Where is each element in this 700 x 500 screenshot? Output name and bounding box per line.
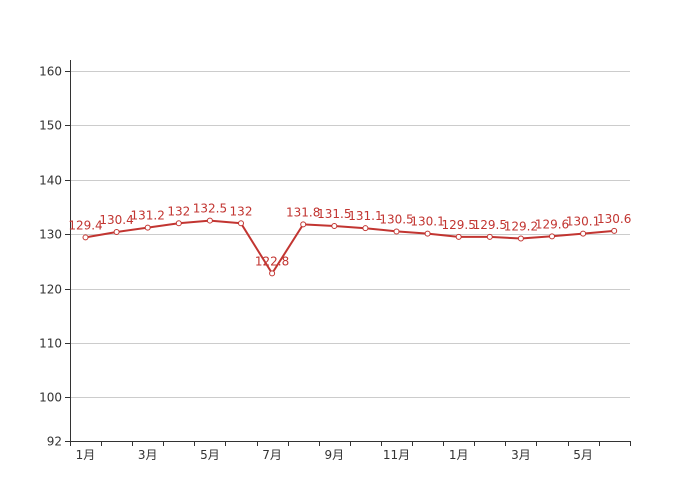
data-point [175, 220, 182, 227]
data-point [486, 233, 493, 240]
data-label: 132.5 [193, 202, 227, 216]
data-point [144, 224, 151, 231]
data-label: 130.5 [379, 212, 413, 226]
data-points [82, 217, 618, 277]
y-axis-tick-label: 100 [39, 391, 62, 405]
data-label: 130.6 [597, 212, 631, 226]
data-point [580, 230, 587, 237]
data-label: 132 [167, 204, 190, 218]
x-axis-tick-label: 5月 [200, 448, 220, 462]
data-label: 129.5 [473, 218, 507, 232]
x-axis-tick-label: 3月 [511, 448, 531, 462]
data-label: 131.5 [317, 207, 351, 221]
x-axis-tick-label: 3月 [138, 448, 158, 462]
y-axis-tick-label: 130 [39, 228, 62, 242]
data-point [206, 217, 213, 224]
data-point [517, 235, 524, 242]
x-axis-tick-label: 7月 [262, 448, 282, 462]
y-axis-tick-label: 120 [39, 283, 62, 297]
data-label: 131.8 [286, 205, 320, 219]
data-point [393, 228, 400, 235]
y-axis-tick-label: 140 [39, 174, 62, 188]
data-point [82, 234, 89, 241]
y-axis-tick-label: 150 [39, 119, 62, 133]
x-axis-tick-label: 11月 [383, 448, 410, 462]
data-label: 122.8 [255, 254, 289, 268]
x-axis-tick-label: 1月 [76, 448, 96, 462]
data-label: 130.1 [566, 215, 600, 229]
data-label: 131.2 [131, 209, 165, 223]
data-point [455, 233, 462, 240]
data-label: 129.2 [504, 220, 538, 234]
data-point [424, 230, 431, 237]
data-label: 131.1 [348, 209, 382, 223]
data-label: 132 [230, 204, 253, 218]
axes [65, 60, 631, 446]
y-axis-tick-label: 92 [47, 435, 62, 449]
data-point [238, 220, 244, 227]
series-line-path [85, 219, 615, 275]
x-axis-tick-label: 1月 [449, 448, 469, 462]
data-label: 129.6 [535, 217, 569, 231]
data-label: 129.5 [442, 218, 476, 232]
data-point [300, 221, 307, 228]
data-point [331, 223, 338, 230]
data-point [269, 270, 276, 277]
data-point [611, 227, 618, 234]
data-label: 130.1 [410, 215, 444, 229]
data-label: 129.4 [68, 218, 102, 232]
x-axis-tick-labels: 1月 3月 5月 7月 9月 11月 1月 3月 5月 [76, 448, 593, 462]
series-line [85, 219, 615, 275]
data-point [549, 233, 555, 240]
grid-lines [70, 71, 630, 398]
data-point [113, 228, 120, 235]
y-axis-tick-label: 110 [39, 337, 62, 351]
y-axis-tick-label: 160 [39, 65, 62, 79]
x-axis-tick-label: 9月 [324, 448, 344, 462]
data-label: 130.4 [99, 213, 133, 227]
x-axis-tick-label: 5月 [573, 448, 593, 462]
y-axis-tick-labels: 92 100 110 120 130 140 150 160 [39, 65, 62, 449]
data-point [362, 225, 369, 232]
